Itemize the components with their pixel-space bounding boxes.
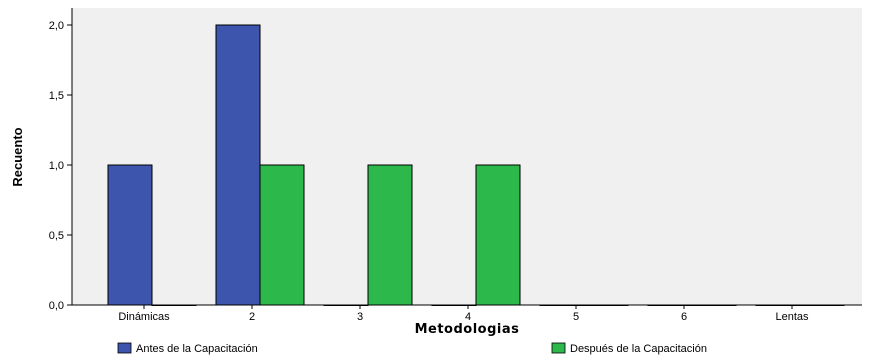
x-tick-label: 4	[465, 311, 471, 323]
legend-item-antes: Antes de la Capacitación	[117, 342, 258, 355]
legend-label-antes: Antes de la Capacitación	[136, 343, 258, 355]
y-tick-label: 1,0	[49, 160, 64, 172]
y-tick-label: 2,0	[49, 20, 64, 32]
x-ticks-group: Dinámicas 2 3 4 5 6 Lentas	[118, 305, 809, 323]
legend-item-despues: Después de la Capacitación	[551, 342, 707, 355]
x-tick-label: Lentas	[775, 311, 809, 323]
legend-label-despues: Después de la Capacitación	[570, 343, 707, 355]
x-tick-label: 6	[681, 311, 687, 323]
x-tick-label: 5	[573, 311, 579, 323]
y-tick-label: 0,5	[49, 230, 64, 242]
legend-swatch-despues	[551, 342, 566, 354]
bar-antes-0	[107, 164, 153, 306]
bar-despues-3	[475, 164, 521, 306]
bars-group	[107, 24, 845, 306]
bar-despues-2	[367, 164, 413, 306]
x-tick-label: 3	[357, 311, 363, 323]
bar-despues-1	[259, 164, 305, 306]
y-ticks-group: 0,0 0,5 1,0 1,5 2,0	[49, 20, 72, 312]
bar-antes-1	[215, 24, 261, 306]
x-tick-label: 2	[249, 311, 255, 323]
y-axis-title: Recuento	[10, 127, 25, 186]
y-tick-label: 1,5	[49, 90, 64, 102]
legend-swatch-antes	[117, 342, 132, 354]
legend: Antes de la Capacitación Después de la C…	[117, 342, 707, 355]
plot-area	[72, 8, 862, 305]
x-axis-title: Metodologias	[415, 322, 520, 337]
x-tick-label: Dinámicas	[118, 311, 170, 323]
y-tick-label: 0,0	[49, 300, 64, 312]
